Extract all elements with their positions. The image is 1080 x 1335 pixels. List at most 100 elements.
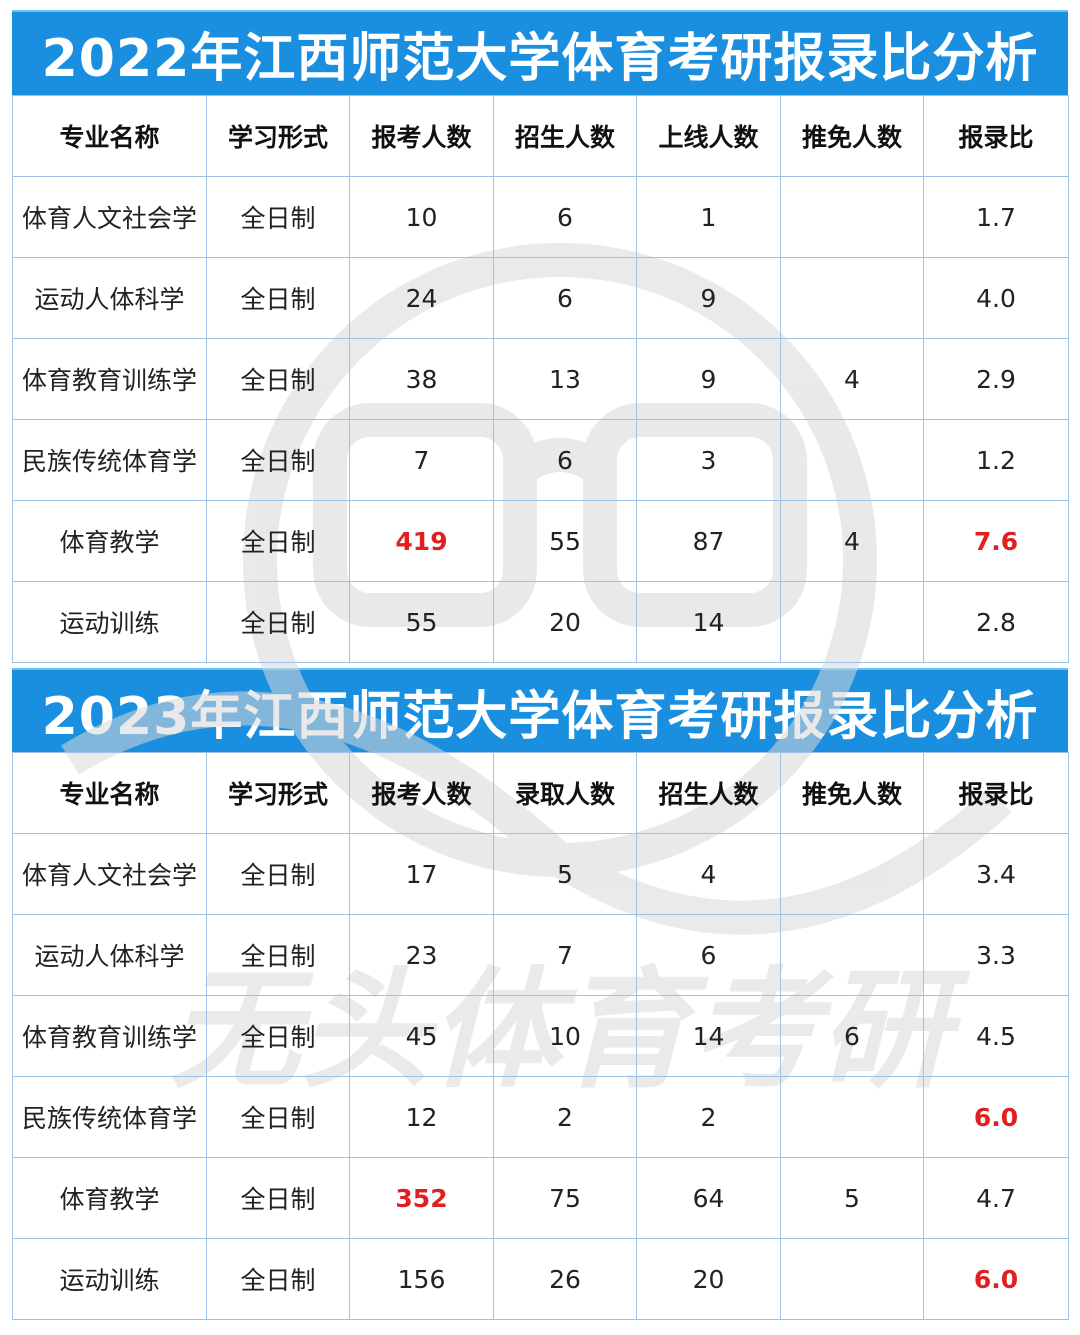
column-header: 报考人数 xyxy=(349,752,494,834)
table-cell: 7 xyxy=(493,914,637,996)
table-cell: 23 xyxy=(349,914,494,996)
column-header: 招生人数 xyxy=(493,95,637,177)
header-row: 专业名称 学习形式 报考人数 招生人数 上线人数 推免人数 报录比 xyxy=(12,95,1069,177)
header-row: 专业名称 学习形式 报考人数 录取人数 招生人数 推免人数 报录比 xyxy=(12,752,1069,834)
major-name-cell: 运动训练 xyxy=(12,581,207,663)
table-cell: 10 xyxy=(349,176,494,258)
column-header: 专业名称 xyxy=(12,752,207,834)
table-row: 体育教学 全日制 352 75 64 5 4.7 xyxy=(12,1157,1069,1239)
table-cell: 45 xyxy=(349,995,494,1077)
table-row: 运动训练 全日制 156 26 20 6.0 xyxy=(12,1238,1069,1320)
table-section-2023: 2023年江西师范大学体育考研报录比分析 专业名称 学习形式 报考人数 录取人数 招生人… xyxy=(12,668,1069,1320)
table-cell: 2.9 xyxy=(923,338,1069,420)
column-header: 报录比 xyxy=(923,95,1069,177)
table-cell: 17 xyxy=(349,833,494,915)
table-cell: 352 xyxy=(349,1157,494,1239)
major-name-cell: 民族传统体育学 xyxy=(12,1076,207,1158)
table-cell: 6.0 xyxy=(923,1238,1069,1320)
table-cell: 全日制 xyxy=(206,914,350,996)
table-row: 体育人文社会学 全日制 10 6 1 1.7 xyxy=(12,176,1069,258)
major-name-cell: 体育教育训练学 xyxy=(12,338,207,420)
table-row: 体育教育训练学 全日制 45 10 14 6 4.5 xyxy=(12,995,1069,1077)
column-header: 招生人数 xyxy=(636,752,781,834)
table-cell: 全日制 xyxy=(206,257,350,339)
table-row: 民族传统体育学 全日制 7 6 3 1.2 xyxy=(12,419,1069,501)
table-cell: 14 xyxy=(636,581,781,663)
table-cell: 全日制 xyxy=(206,1238,350,1320)
table-cell: 全日制 xyxy=(206,833,350,915)
table-cell: 6 xyxy=(493,176,637,258)
column-header: 学习形式 xyxy=(206,95,350,177)
table-cell: 6 xyxy=(636,914,781,996)
table-cell: 4.5 xyxy=(923,995,1069,1077)
column-header: 推免人数 xyxy=(780,95,924,177)
table-cell xyxy=(780,176,924,258)
table-cell: 75 xyxy=(493,1157,637,1239)
table-cell: 156 xyxy=(349,1238,494,1320)
table-cell: 4.7 xyxy=(923,1157,1069,1239)
major-name-cell: 运动人体科学 xyxy=(12,257,207,339)
table-cell: 3 xyxy=(636,419,781,501)
table-cell: 7 xyxy=(349,419,494,501)
table-cell: 13 xyxy=(493,338,637,420)
data-table-2023: 专业名称 学习形式 报考人数 录取人数 招生人数 推免人数 报录比 体育人文社会学 全日制 17… xyxy=(12,752,1069,1320)
table-cell: 4 xyxy=(780,500,924,582)
major-name-cell: 体育人文社会学 xyxy=(12,833,207,915)
table-cell: 全日制 xyxy=(206,176,350,258)
table-cell: 2 xyxy=(636,1076,781,1158)
table-cell: 20 xyxy=(636,1238,781,1320)
table-cell: 24 xyxy=(349,257,494,339)
table-cell: 14 xyxy=(636,995,781,1077)
table-cell: 38 xyxy=(349,338,494,420)
table-cell: 87 xyxy=(636,500,781,582)
table-row: 体育人文社会学 全日制 17 5 4 3.4 xyxy=(12,833,1069,915)
table-cell: 26 xyxy=(493,1238,637,1320)
table-cell xyxy=(780,1076,924,1158)
table-cell: 1.2 xyxy=(923,419,1069,501)
column-header: 报考人数 xyxy=(349,95,494,177)
major-name-cell: 体育人文社会学 xyxy=(12,176,207,258)
table-cell: 20 xyxy=(493,581,637,663)
table-cell: 3.3 xyxy=(923,914,1069,996)
table-cell xyxy=(780,419,924,501)
column-header: 录取人数 xyxy=(493,752,637,834)
table-cell: 6 xyxy=(493,419,637,501)
table-cell: 全日制 xyxy=(206,1157,350,1239)
table-cell: 4 xyxy=(780,338,924,420)
table-cell: 全日制 xyxy=(206,1076,350,1158)
column-header: 学习形式 xyxy=(206,752,350,834)
table-cell: 2.8 xyxy=(923,581,1069,663)
table-cell: 9 xyxy=(636,257,781,339)
major-name-cell: 运动训练 xyxy=(12,1238,207,1320)
major-name-cell: 体育教育训练学 xyxy=(12,995,207,1077)
table-row: 运动人体科学 全日制 23 7 6 3.3 xyxy=(12,914,1069,996)
major-name-cell: 民族传统体育学 xyxy=(12,419,207,501)
major-name-cell: 运动人体科学 xyxy=(12,914,207,996)
table-cell xyxy=(780,914,924,996)
table-row: 运动训练 全日制 55 20 14 2.8 xyxy=(12,581,1069,663)
table-row: 民族传统体育学 全日制 12 2 2 6.0 xyxy=(12,1076,1069,1158)
table-cell: 4 xyxy=(636,833,781,915)
table-cell: 12 xyxy=(349,1076,494,1158)
table-cell: 6 xyxy=(780,995,924,1077)
table-title-2022: 2022年江西师范大学体育考研报录比分析 xyxy=(12,10,1068,95)
table-cell: 55 xyxy=(493,500,637,582)
column-header: 上线人数 xyxy=(636,95,781,177)
table-cell: 2 xyxy=(493,1076,637,1158)
column-header: 专业名称 xyxy=(12,95,207,177)
table-cell: 9 xyxy=(636,338,781,420)
table-cell: 5 xyxy=(780,1157,924,1239)
major-name-cell: 体育教学 xyxy=(12,500,207,582)
column-header: 报录比 xyxy=(923,752,1069,834)
table-row: 运动人体科学 全日制 24 6 9 4.0 xyxy=(12,257,1069,339)
table-cell: 55 xyxy=(349,581,494,663)
table-cell: 5 xyxy=(493,833,637,915)
table-cell xyxy=(780,1238,924,1320)
major-name-cell: 体育教学 xyxy=(12,1157,207,1239)
table-cell: 1 xyxy=(636,176,781,258)
table-cell: 4.0 xyxy=(923,257,1069,339)
table-cell: 6 xyxy=(493,257,637,339)
table-cell: 7.6 xyxy=(923,500,1069,582)
table-row: 体育教学 全日制 419 55 87 4 7.6 xyxy=(12,500,1069,582)
table-row: 体育教育训练学 全日制 38 13 9 4 2.9 xyxy=(12,338,1069,420)
